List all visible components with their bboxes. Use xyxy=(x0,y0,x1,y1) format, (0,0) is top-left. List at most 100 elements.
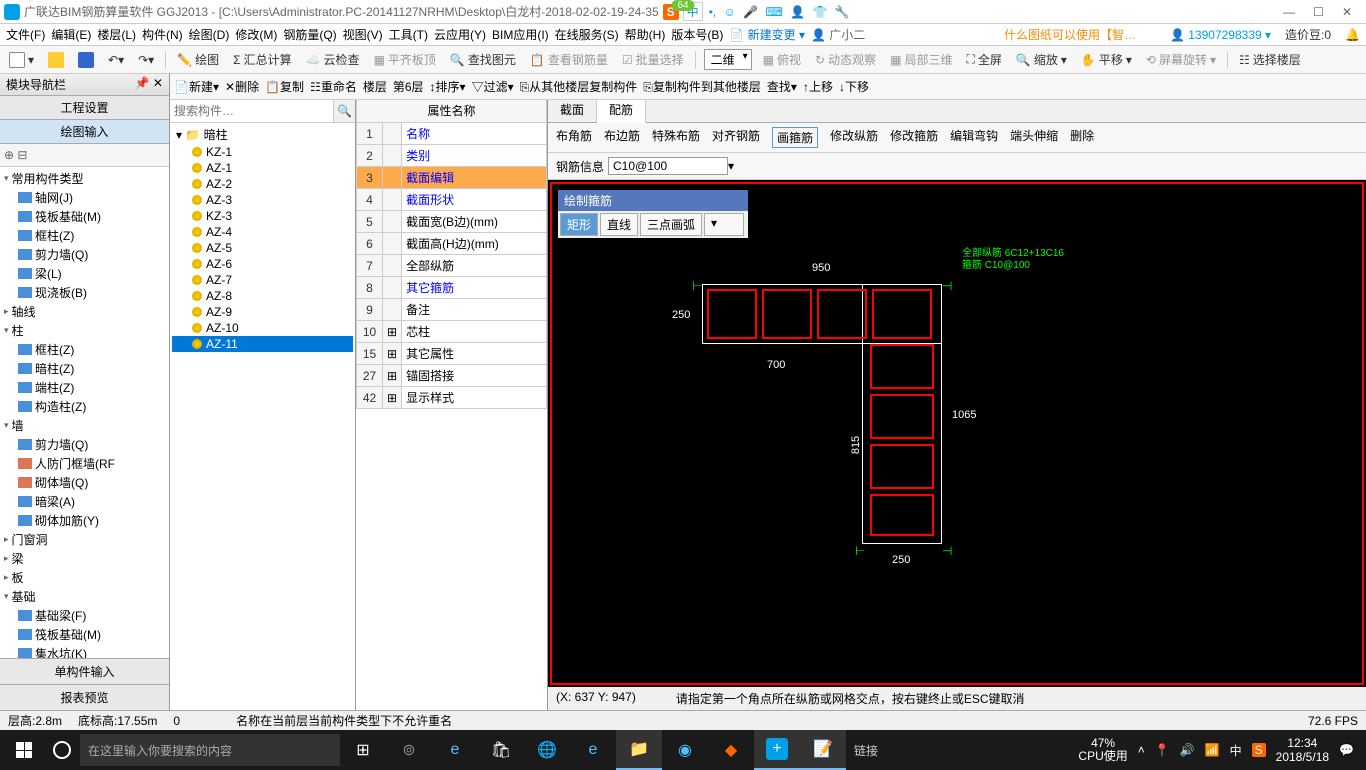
redo-button[interactable]: ↷▾ xyxy=(135,51,157,69)
nav-tree-node[interactable]: 基础梁(F) xyxy=(0,606,169,625)
menu-item[interactable]: 帮助(H) xyxy=(625,28,666,42)
rebar-action[interactable]: 布角筋 xyxy=(556,127,592,148)
comp-item[interactable]: KZ-3 xyxy=(172,208,353,224)
zoom-button[interactable]: 🔍缩放▾ xyxy=(1013,49,1070,70)
comp-item[interactable]: AZ-4 xyxy=(172,224,353,240)
comp-item[interactable]: AZ-6 xyxy=(172,256,353,272)
menu-item[interactable]: 绘图(D) xyxy=(189,28,230,42)
comp-up-button[interactable]: ↑上移 xyxy=(803,78,833,95)
tip-link[interactable]: 什么图纸可以使用【智… xyxy=(1004,26,1136,43)
shape-rect-button[interactable]: 矩形 xyxy=(560,213,598,236)
nav-tree-node[interactable]: 砌体墙(Q) xyxy=(0,473,169,492)
taskbar-link-label[interactable]: 链接 xyxy=(854,742,878,759)
nav-tree-node[interactable]: 砌体加筋(Y) xyxy=(0,511,169,530)
nav-tree-node[interactable]: 筏板基础(M) xyxy=(0,625,169,644)
property-row[interactable]: 6截面高(H边)(mm) xyxy=(357,233,547,255)
rebar-action[interactable]: 画箍筋 xyxy=(772,127,818,148)
property-row[interactable]: 2类别 xyxy=(357,145,547,167)
nav-tree-node[interactable]: 剪力墙(Q) xyxy=(0,435,169,454)
taskbar-ie[interactable]: e xyxy=(570,730,616,770)
menu-new-change[interactable]: 📄 新建变更 ▾ xyxy=(729,26,805,43)
new-file-button[interactable]: ▾ xyxy=(6,50,37,70)
notification-badge[interactable]: 64 xyxy=(671,0,694,11)
nav-tree-node[interactable]: 人防门框墙(RF xyxy=(0,454,169,473)
comp-copy-button[interactable]: 📋复制 xyxy=(265,78,304,95)
comp-floor-combo[interactable]: 第6层 xyxy=(393,78,424,95)
nav-tree-node[interactable]: 暗柱(Z) xyxy=(0,359,169,378)
menu-item[interactable]: 版本号(B) xyxy=(671,28,723,42)
tray-ime-zhong[interactable]: 中 xyxy=(1230,742,1242,759)
comp-item[interactable]: AZ-8 xyxy=(172,288,353,304)
comp-find-button[interactable]: 查找▾ xyxy=(767,78,797,95)
taskbar-explorer[interactable]: 📁 xyxy=(616,730,662,770)
search-icon[interactable]: 🔍 xyxy=(333,100,355,122)
tab-section[interactable]: 截面 xyxy=(548,97,597,122)
taskbar-app-blue[interactable]: ◉ xyxy=(662,730,708,770)
action-center-icon[interactable]: 💬 xyxy=(1339,743,1354,757)
undo-button[interactable]: ↶▾ xyxy=(105,51,127,69)
comp-down-button[interactable]: ↓下移 xyxy=(839,78,869,95)
menu-item[interactable]: 修改(M) xyxy=(235,28,277,42)
ime-person-icon[interactable]: 👤 xyxy=(790,5,805,19)
comp-item[interactable]: AZ-11 xyxy=(172,336,353,352)
taskbar-clock[interactable]: 12:34 2018/5/18 xyxy=(1276,736,1329,765)
comp-del-button[interactable]: ✕删除 xyxy=(225,78,259,95)
nav-tree-node[interactable]: 板 xyxy=(0,568,169,587)
tray-network-icon[interactable]: 📶 xyxy=(1205,743,1220,757)
orbit-button[interactable]: ↻动态观察 xyxy=(812,49,879,70)
comp-new-button[interactable]: 📄新建▾ xyxy=(174,78,219,95)
property-row[interactable]: 8其它箍筋 xyxy=(357,277,547,299)
menu-item[interactable]: 云应用(Y) xyxy=(434,28,486,42)
menu-item[interactable]: 楼层(L) xyxy=(97,28,136,42)
pin-icon[interactable]: 📌 ✕ xyxy=(135,76,163,93)
tray-volume-icon[interactable]: 🔊 xyxy=(1180,743,1195,757)
nav-tree-node[interactable]: 梁(L) xyxy=(0,264,169,283)
level-top-button[interactable]: ▦ 平齐板顶 xyxy=(371,49,439,70)
minimize-button[interactable]: — xyxy=(1283,5,1295,19)
start-button[interactable] xyxy=(4,730,44,770)
comp-item[interactable]: KZ-1 xyxy=(172,144,353,160)
comp-rename-button[interactable]: ☷重命名 xyxy=(310,78,357,95)
close-button[interactable]: ✕ xyxy=(1342,5,1352,19)
comp-item[interactable]: AZ-5 xyxy=(172,240,353,256)
nav-tree-node[interactable]: 框柱(Z) xyxy=(0,340,169,359)
rebar-action[interactable]: 对齐钢筋 xyxy=(712,127,760,148)
property-row[interactable]: 4截面形状 xyxy=(357,189,547,211)
cortana-button[interactable] xyxy=(44,741,80,759)
nav-tree-node[interactable]: 柱 xyxy=(0,321,169,340)
rebar-action[interactable]: 布边筋 xyxy=(604,127,640,148)
comp-root[interactable]: ▾ 📁 暗柱 xyxy=(172,125,353,144)
taskbar-app-1[interactable]: ⊚ xyxy=(386,730,432,770)
select-floor-button[interactable]: ☷选择楼层 xyxy=(1236,49,1304,70)
nav-tree-node[interactable]: 轴网(J) xyxy=(0,188,169,207)
taskbar-edge[interactable]: e xyxy=(432,730,478,770)
nav-tree-node[interactable]: 常用构件类型 xyxy=(0,169,169,188)
menu-item[interactable]: 视图(V) xyxy=(343,28,383,42)
shape-line-button[interactable]: 直线 xyxy=(600,213,638,236)
ime-shirt-icon[interactable]: 👕 xyxy=(812,5,827,19)
nav-tree-node[interactable]: 构造柱(Z) xyxy=(0,397,169,416)
component-search-input[interactable] xyxy=(170,100,333,122)
nav-tree-node[interactable]: 集水坑(K) xyxy=(0,644,169,658)
comp-item[interactable]: AZ-2 xyxy=(172,176,353,192)
nav-bottom-single[interactable]: 单构件输入 xyxy=(0,658,169,684)
property-row[interactable]: 27⊞锚固搭接 xyxy=(357,365,547,387)
view-rebar-button[interactable]: 📋查看钢筋量 xyxy=(527,49,611,70)
rebar-action[interactable]: 端头伸缩 xyxy=(1010,127,1058,148)
tray-location-icon[interactable]: 📍 xyxy=(1155,743,1170,757)
menu-item[interactable]: 构件(N) xyxy=(142,28,183,42)
menu-item[interactable]: 在线服务(S) xyxy=(555,28,619,42)
property-row[interactable]: 42⊞显示样式 xyxy=(357,387,547,409)
comp-sort-button[interactable]: ↕排序▾ xyxy=(430,78,466,95)
local-3d-button[interactable]: ▦局部三维 xyxy=(887,49,955,70)
menu-item[interactable]: BIM应用(I) xyxy=(492,28,549,42)
menu-item[interactable]: 工具(T) xyxy=(389,28,428,42)
rebar-action[interactable]: 删除 xyxy=(1070,127,1094,148)
draw-button[interactable]: ✏️绘图 xyxy=(174,49,222,70)
rebar-action[interactable]: 修改纵筋 xyxy=(830,127,878,148)
nav-tree-node[interactable]: 墙 xyxy=(0,416,169,435)
comp-filter-button[interactable]: ▽过滤▾ xyxy=(472,78,514,95)
nav-tree-node[interactable]: 暗梁(A) xyxy=(0,492,169,511)
nav-tab-project[interactable]: 工程设置 xyxy=(0,96,169,120)
taskbar-search[interactable]: 在这里输入你要搜索的内容 xyxy=(80,734,340,766)
